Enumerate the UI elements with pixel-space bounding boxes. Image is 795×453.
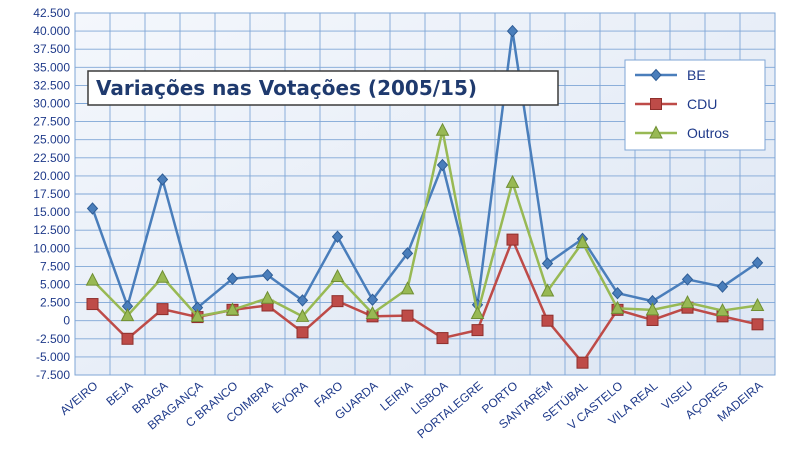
y-tick-label: 12.500 <box>33 223 70 237</box>
series-outros-point <box>295 308 310 322</box>
chart-title: Variações nas Votações (2005/15) <box>96 76 477 100</box>
y-tick-label: 10.000 <box>33 241 70 255</box>
series-outros-point <box>505 174 520 188</box>
y-tick-label: 27.500 <box>33 115 70 129</box>
legend-marker-outros <box>649 125 663 139</box>
series-be-point <box>156 173 169 186</box>
series-be-point <box>541 257 554 270</box>
series-outros-point <box>400 281 415 295</box>
series-outros-point <box>260 290 275 304</box>
x-tick-label: AVEIRO <box>57 379 100 418</box>
y-tick-label: 17.500 <box>33 187 70 201</box>
series-outros-point <box>610 300 625 314</box>
series-outros-point <box>155 269 170 283</box>
y-tick-label: 42.500 <box>33 6 70 20</box>
series-outros-point <box>85 272 100 286</box>
x-tick-label: ÉVORA <box>269 378 311 416</box>
y-tick-label: 32.500 <box>33 78 70 92</box>
y-tick-label: 37.500 <box>33 42 70 56</box>
series-outros-point <box>225 302 240 316</box>
series-be-point <box>86 202 99 215</box>
y-tick-label: 5.000 <box>40 278 70 292</box>
series-outros <box>85 122 765 322</box>
series-outros-point <box>120 308 135 322</box>
series-outros-point <box>645 302 660 316</box>
series-be-point <box>366 293 379 306</box>
series-cdu-point <box>156 303 169 316</box>
series-cdu-point <box>751 318 764 331</box>
series-outros-point <box>470 305 485 319</box>
y-tick-label: 35.000 <box>33 60 70 74</box>
y-tick-label: 20.000 <box>33 169 70 183</box>
series-outros-line <box>91 129 758 318</box>
series-cdu-point <box>541 314 554 327</box>
legend-label-outros: Outros <box>687 125 729 141</box>
series-be-point <box>751 256 764 270</box>
y-tick-label: 15.000 <box>33 205 70 219</box>
series-outros-point <box>330 268 345 283</box>
y-tick-label: 0 <box>63 314 70 328</box>
y-axis-tick-labels: -7.500 -5.000 -2.500 0 2.500 5.000 7.500 10.000… <box>33 6 70 382</box>
y-tick-label: 7.500 <box>40 259 70 273</box>
y-tick-label: 30.000 <box>33 97 70 111</box>
series-outros-point <box>540 283 555 297</box>
legend-marker-cdu <box>650 98 662 110</box>
series-outros-point <box>365 305 380 319</box>
series-be-point <box>436 158 449 172</box>
series-cdu-point <box>331 295 344 308</box>
series-be-point <box>296 294 309 307</box>
y-tick-label: -7.500 <box>36 368 70 382</box>
series-be-point <box>681 273 694 286</box>
series-be-point <box>261 268 274 282</box>
series-be <box>86 24 764 314</box>
series-be-point <box>611 286 624 300</box>
legend-label-cdu: CDU <box>687 96 717 112</box>
legend-item-be: BE <box>635 67 706 83</box>
series-cdu-point <box>86 298 99 311</box>
title-frame <box>87 70 559 106</box>
series-outros-point <box>750 297 765 311</box>
series-cdu-point <box>471 324 484 337</box>
series-cdu-point <box>646 313 659 326</box>
y-tick-label: 22.500 <box>33 151 70 165</box>
legend-item-outros: Outros <box>635 125 729 141</box>
series-be-point <box>226 272 239 285</box>
y-tick-label: 2.500 <box>40 296 70 310</box>
series-outros-point <box>435 122 450 136</box>
series-be-point <box>331 230 344 243</box>
series-lines <box>85 24 765 369</box>
series-be-point <box>401 247 414 260</box>
series-cdu-point <box>296 326 309 339</box>
series-outros-point <box>575 234 590 249</box>
series-cdu-point <box>506 233 519 246</box>
y-tick-label: -2.500 <box>36 332 70 346</box>
y-tick-label: 25.000 <box>33 133 70 147</box>
legend: BE CDU Outros <box>624 59 766 151</box>
series-cdu-point <box>401 309 414 322</box>
series-cdu-point <box>576 356 589 369</box>
legend-marker-be <box>650 68 662 82</box>
series-outros-point <box>190 308 205 322</box>
series-cdu-point <box>121 332 134 345</box>
legend-item-cdu: CDU <box>635 96 717 112</box>
y-tick-label: -5.000 <box>36 350 70 364</box>
series-be-point <box>716 280 729 293</box>
series-outros-point <box>715 302 730 317</box>
series-outros-point <box>680 295 695 309</box>
chart-title-box: Variações nas Votações (2005/15) <box>87 70 559 106</box>
y-tick-label: 40.000 <box>33 24 70 38</box>
legend-label-be: BE <box>687 67 706 83</box>
series-be-point <box>506 24 519 38</box>
series-cdu-point <box>436 332 449 345</box>
